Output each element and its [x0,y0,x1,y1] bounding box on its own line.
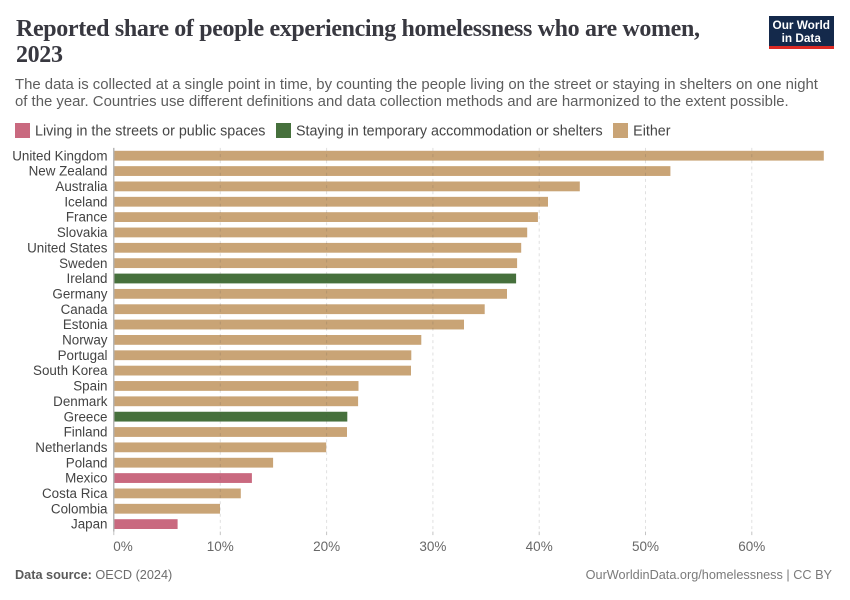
svg-text:30%: 30% [419,539,446,554]
svg-text:20%: 20% [313,539,340,554]
svg-text:10%: 10% [207,539,234,554]
svg-text:United States: United States [27,240,108,255]
svg-text:Ireland: Ireland [67,271,108,286]
svg-text:Japan: Japan [71,517,107,532]
svg-text:Australia: Australia [55,179,108,194]
svg-text:Canada: Canada [61,302,108,317]
svg-text:Estonia: Estonia [63,317,108,332]
svg-text:Finland: Finland [64,425,108,440]
svg-text:Netherlands: Netherlands [35,440,108,455]
svg-text:50%: 50% [632,539,659,554]
svg-text:Slovakia: Slovakia [57,225,108,240]
svg-text:Greece: Greece [64,409,108,424]
svg-text:Germany: Germany [52,286,107,301]
svg-text:Spain: Spain [73,379,107,394]
svg-text:Denmark: Denmark [53,394,108,409]
svg-text:Poland: Poland [66,455,108,470]
svg-text:0%: 0% [113,539,133,554]
svg-text:New Zealand: New Zealand [29,164,108,179]
svg-text:Norway: Norway [62,333,108,348]
svg-text:Iceland: Iceland [64,194,107,209]
svg-text:Sweden: Sweden [59,256,107,271]
svg-text:France: France [66,210,108,225]
svg-text:40%: 40% [526,539,553,554]
svg-text:Portugal: Portugal [58,348,108,363]
svg-text:60%: 60% [738,539,765,554]
svg-text:Colombia: Colombia [51,501,108,516]
svg-text:Costa Rica: Costa Rica [42,486,108,501]
svg-text:South Korea: South Korea [33,363,108,378]
svg-text:Mexico: Mexico [65,471,107,486]
svg-text:United Kingdom: United Kingdom [12,148,107,163]
